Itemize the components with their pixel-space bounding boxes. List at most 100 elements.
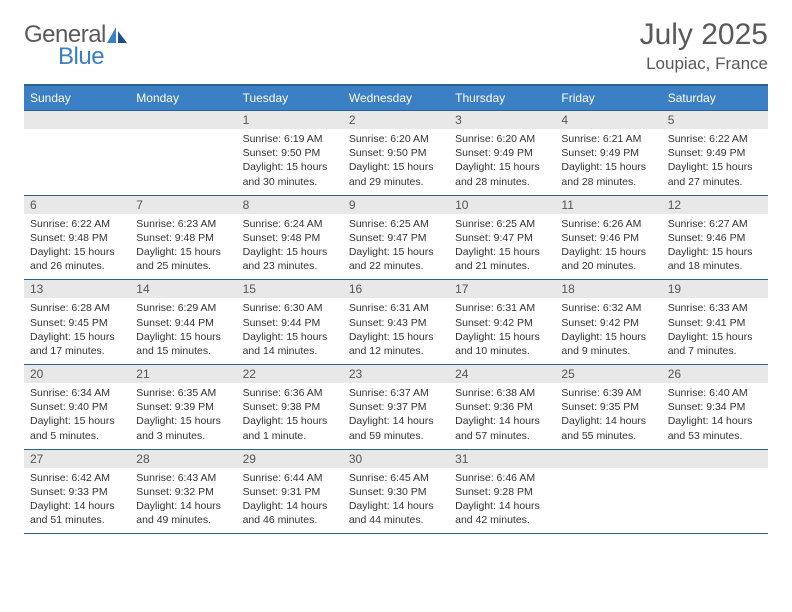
daylight-line: Daylight: 14 hours and 55 minutes. [561, 414, 655, 442]
sunset-line: Sunset: 9:32 PM [136, 485, 230, 499]
sunset-line: Sunset: 9:48 PM [136, 231, 230, 245]
day-header: Sunday [24, 85, 130, 111]
daynum-row: 6789101112 [24, 195, 768, 214]
content-row: Sunrise: 6:42 AMSunset: 9:33 PMDaylight:… [24, 468, 768, 534]
daylight-line: Daylight: 14 hours and 42 minutes. [455, 499, 549, 527]
daylight-line: Daylight: 15 hours and 9 minutes. [561, 330, 655, 358]
sunset-line: Sunset: 9:49 PM [455, 146, 549, 160]
sunrise-line: Sunrise: 6:44 AM [243, 471, 337, 485]
day-content-cell: Sunrise: 6:27 AMSunset: 9:46 PMDaylight:… [662, 214, 768, 280]
day-content-cell: Sunrise: 6:29 AMSunset: 9:44 PMDaylight:… [130, 298, 236, 364]
sunrise-line: Sunrise: 6:39 AM [561, 386, 655, 400]
day-number-cell: 28 [130, 449, 236, 468]
header: GeneralBlue July 2025 Loupiac, France [24, 18, 768, 74]
sunset-line: Sunset: 9:42 PM [455, 316, 549, 330]
sunrise-line: Sunrise: 6:33 AM [668, 301, 762, 315]
daylight-line: Daylight: 15 hours and 22 minutes. [349, 245, 443, 273]
daylight-line: Daylight: 15 hours and 3 minutes. [136, 414, 230, 442]
day-number-cell: 30 [343, 449, 449, 468]
day-number-cell: 12 [662, 195, 768, 214]
sunrise-line: Sunrise: 6:31 AM [349, 301, 443, 315]
sunset-line: Sunset: 9:42 PM [561, 316, 655, 330]
day-number-cell: 7 [130, 195, 236, 214]
daylight-line: Daylight: 14 hours and 53 minutes. [668, 414, 762, 442]
day-number-cell: 9 [343, 195, 449, 214]
sunrise-line: Sunrise: 6:40 AM [668, 386, 762, 400]
day-header-row: Sunday Monday Tuesday Wednesday Thursday… [24, 85, 768, 111]
day-number-cell: 2 [343, 111, 449, 130]
daylight-line: Daylight: 15 hours and 27 minutes. [668, 160, 762, 188]
logo: GeneralBlue [24, 18, 127, 67]
sunrise-line: Sunrise: 6:19 AM [243, 132, 337, 146]
daylight-line: Daylight: 15 hours and 30 minutes. [243, 160, 337, 188]
sunset-line: Sunset: 9:40 PM [30, 400, 124, 414]
day-number-cell [555, 449, 661, 468]
title-block: July 2025 Loupiac, France [640, 18, 768, 74]
day-number-cell: 11 [555, 195, 661, 214]
sunrise-line: Sunrise: 6:29 AM [136, 301, 230, 315]
sunset-line: Sunset: 9:30 PM [349, 485, 443, 499]
sunrise-line: Sunrise: 6:20 AM [455, 132, 549, 146]
day-content-cell: Sunrise: 6:37 AMSunset: 9:37 PMDaylight:… [343, 383, 449, 449]
daylight-line: Daylight: 15 hours and 26 minutes. [30, 245, 124, 273]
logo-sail-icon [107, 27, 127, 43]
daylight-line: Daylight: 15 hours and 1 minute. [243, 414, 337, 442]
sunrise-line: Sunrise: 6:20 AM [349, 132, 443, 146]
sunset-line: Sunset: 9:33 PM [30, 485, 124, 499]
daylight-line: Daylight: 14 hours and 51 minutes. [30, 499, 124, 527]
daylight-line: Daylight: 15 hours and 21 minutes. [455, 245, 549, 273]
day-number-cell: 18 [555, 280, 661, 299]
day-content-cell: Sunrise: 6:23 AMSunset: 9:48 PMDaylight:… [130, 214, 236, 280]
day-number-cell: 19 [662, 280, 768, 299]
day-content-cell: Sunrise: 6:28 AMSunset: 9:45 PMDaylight:… [24, 298, 130, 364]
sunset-line: Sunset: 9:50 PM [349, 146, 443, 160]
day-content-cell: Sunrise: 6:25 AMSunset: 9:47 PMDaylight:… [343, 214, 449, 280]
sunrise-line: Sunrise: 6:32 AM [561, 301, 655, 315]
logo-word2: Blue [24, 46, 127, 68]
sunset-line: Sunset: 9:49 PM [668, 146, 762, 160]
day-content-cell: Sunrise: 6:19 AMSunset: 9:50 PMDaylight:… [237, 129, 343, 195]
sunrise-line: Sunrise: 6:37 AM [349, 386, 443, 400]
daylight-line: Daylight: 15 hours and 5 minutes. [30, 414, 124, 442]
day-number-cell: 4 [555, 111, 661, 130]
daylight-line: Daylight: 15 hours and 10 minutes. [455, 330, 549, 358]
sunset-line: Sunset: 9:28 PM [455, 485, 549, 499]
sunrise-line: Sunrise: 6:30 AM [243, 301, 337, 315]
day-header: Thursday [449, 85, 555, 111]
sunset-line: Sunset: 9:43 PM [349, 316, 443, 330]
daylight-line: Daylight: 15 hours and 14 minutes. [243, 330, 337, 358]
daylight-line: Daylight: 15 hours and 23 minutes. [243, 245, 337, 273]
sunrise-line: Sunrise: 6:24 AM [243, 217, 337, 231]
day-number-cell: 6 [24, 195, 130, 214]
daylight-line: Daylight: 15 hours and 28 minutes. [561, 160, 655, 188]
day-content-cell: Sunrise: 6:24 AMSunset: 9:48 PMDaylight:… [237, 214, 343, 280]
sunset-line: Sunset: 9:46 PM [561, 231, 655, 245]
calendar-table: Sunday Monday Tuesday Wednesday Thursday… [24, 84, 768, 534]
sunset-line: Sunset: 9:39 PM [136, 400, 230, 414]
day-number-cell: 16 [343, 280, 449, 299]
day-header: Friday [555, 85, 661, 111]
daylight-line: Daylight: 14 hours and 57 minutes. [455, 414, 549, 442]
sunrise-line: Sunrise: 6:42 AM [30, 471, 124, 485]
sunrise-line: Sunrise: 6:28 AM [30, 301, 124, 315]
sunset-line: Sunset: 9:31 PM [243, 485, 337, 499]
sunset-line: Sunset: 9:38 PM [243, 400, 337, 414]
sunrise-line: Sunrise: 6:23 AM [136, 217, 230, 231]
sunset-line: Sunset: 9:35 PM [561, 400, 655, 414]
day-content-cell [130, 129, 236, 195]
day-number-cell [662, 449, 768, 468]
day-content-cell: Sunrise: 6:21 AMSunset: 9:49 PMDaylight:… [555, 129, 661, 195]
sunset-line: Sunset: 9:47 PM [349, 231, 443, 245]
daylight-line: Daylight: 15 hours and 28 minutes. [455, 160, 549, 188]
sunrise-line: Sunrise: 6:46 AM [455, 471, 549, 485]
sunset-line: Sunset: 9:44 PM [136, 316, 230, 330]
daylight-line: Daylight: 15 hours and 7 minutes. [668, 330, 762, 358]
sunset-line: Sunset: 9:44 PM [243, 316, 337, 330]
daylight-line: Daylight: 15 hours and 17 minutes. [30, 330, 124, 358]
daynum-row: 2728293031 [24, 449, 768, 468]
daynum-row: 12345 [24, 111, 768, 130]
day-number-cell [24, 111, 130, 130]
daylight-line: Daylight: 15 hours and 18 minutes. [668, 245, 762, 273]
day-number-cell: 3 [449, 111, 555, 130]
sunset-line: Sunset: 9:46 PM [668, 231, 762, 245]
